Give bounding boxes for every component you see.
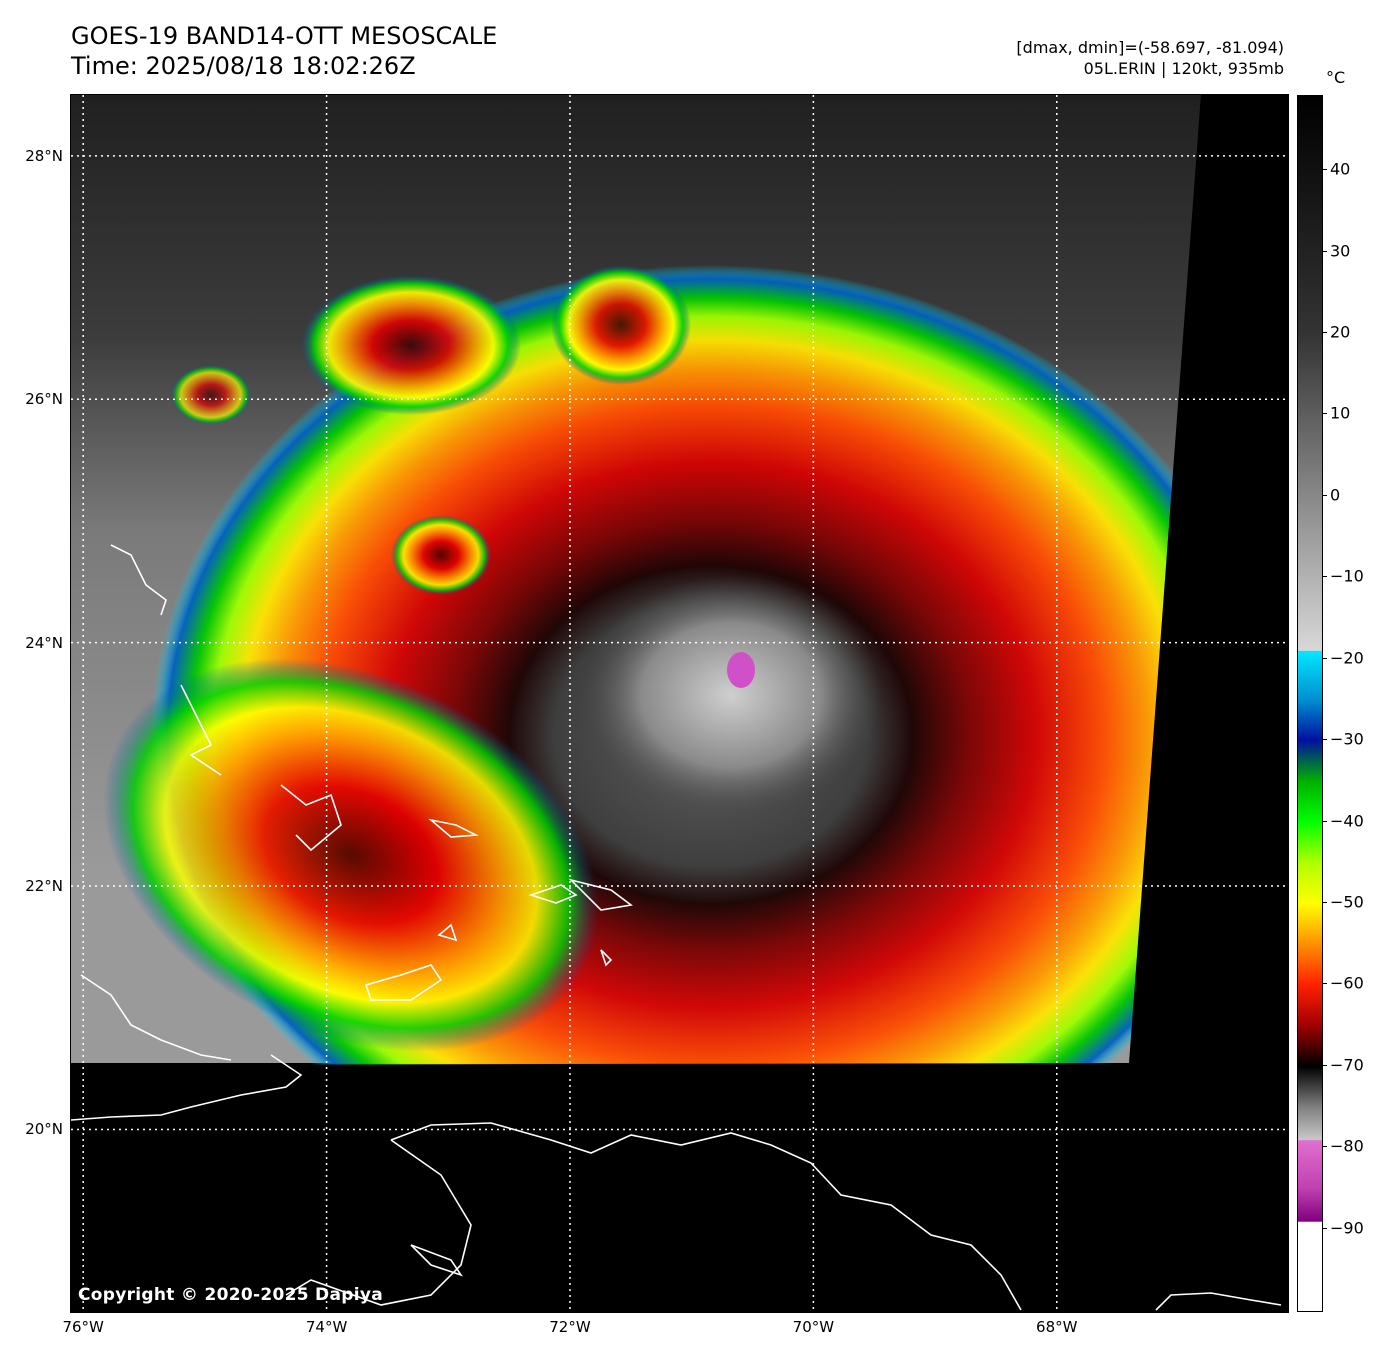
storm-info: 05L.ERIN | 120kt, 935mb <box>1083 59 1284 78</box>
chart-title: GOES-19 BAND14-OTT MESOSCALE <box>71 22 498 50</box>
lat-label: 28°N <box>25 146 63 165</box>
colorbar-tick <box>1322 413 1327 415</box>
colorbar-tick-label: 20 <box>1330 322 1351 342</box>
colorbar-tick-label: −50 <box>1330 892 1364 912</box>
colorbar-tick <box>1322 820 1327 822</box>
colorbar-tick <box>1322 657 1327 659</box>
colorbar-tick <box>1322 169 1327 171</box>
colorbar-tick-label: −60 <box>1330 973 1364 993</box>
colorbar-tick-label: −30 <box>1330 729 1364 749</box>
colorbar-tick-label: 40 <box>1330 159 1351 179</box>
gridlines <box>71 95 1288 1312</box>
colorbar-tick <box>1322 739 1327 741</box>
lat-label: 20°N <box>25 1120 63 1139</box>
coastlines <box>71 544 1282 1311</box>
lon-label: 76°W <box>62 1318 104 1336</box>
lon-label: 68°W <box>1036 1318 1078 1336</box>
colorbar-tick <box>1322 1064 1327 1066</box>
lon-label: 74°W <box>305 1318 348 1336</box>
colorbar-unit: °C <box>1326 68 1346 87</box>
colorbar-tick <box>1322 494 1327 496</box>
colorbar-tick <box>1322 250 1327 252</box>
lon-label: 70°W <box>792 1318 835 1336</box>
colorbar-tick-label: 0 <box>1330 485 1341 505</box>
lat-label: 26°N <box>25 390 63 409</box>
copyright-text: Copyright © 2020-2025 Dapiya <box>78 1285 383 1305</box>
colorbar-tick <box>1322 983 1327 985</box>
satellite-image <box>71 95 1288 1312</box>
colorbar-tick <box>1322 332 1327 334</box>
colorbar-tick-label: −90 <box>1330 1218 1364 1238</box>
timestamp: Time: 2025/08/18 18:02:26Z <box>71 52 416 80</box>
colorbar-tick-label: −70 <box>1330 1055 1364 1075</box>
colorbar-tick-label: −20 <box>1330 648 1364 668</box>
colorbar-tick <box>1322 576 1327 578</box>
colorbar-tick <box>1322 1146 1327 1148</box>
colorbar-tick-label: −80 <box>1330 1136 1364 1156</box>
colorbar-tick-label: −10 <box>1330 566 1364 586</box>
colorbar-tick <box>1322 901 1327 903</box>
lat-label: 22°N <box>25 877 63 896</box>
lat-label: 24°N <box>25 633 63 652</box>
dmax-dmin-readout: [dmax, dmin]=(-58.697, -81.094) <box>1016 38 1284 57</box>
satellite-map: Copyright © 2020-2025 Dapiya <box>70 94 1289 1313</box>
lon-label: 72°W <box>549 1318 591 1336</box>
colorbar-tick-label: 10 <box>1330 403 1351 423</box>
colorbar-tick <box>1322 1227 1327 1229</box>
temperature-colorbar <box>1297 95 1323 1312</box>
colorbar-tick-label: 30 <box>1330 241 1351 261</box>
colorbar-tick-label: −40 <box>1330 811 1364 831</box>
